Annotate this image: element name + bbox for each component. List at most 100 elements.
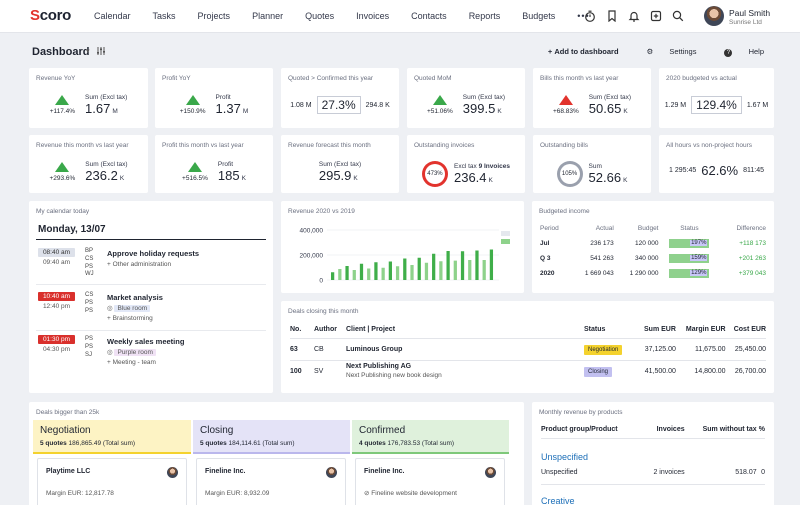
product-group[interactable]: Creative [541,496,575,505]
kpi-revenue-forecast[interactable]: Revenue forecast this month Sum (Excl ta… [281,135,399,193]
nav-planner[interactable]: Planner [252,11,284,21]
table-row[interactable]: Unspecified 2 invoices 518.07 0 [541,462,765,484]
bell-icon[interactable] [627,9,641,23]
up-arrow-red-icon [558,95,573,105]
bar[interactable] [410,265,414,280]
nav-tasks[interactable]: Tasks [152,11,176,21]
bar[interactable] [468,260,472,280]
bar[interactable] [381,267,385,280]
kpi-bills-month[interactable]: Bills this month vs last year +68.83% Su… [533,68,651,128]
nav-calendar[interactable]: Calendar [94,11,131,21]
deal-card[interactable]: Fineline Inc. ⊘ Fineline website develop… [355,458,505,505]
help-button[interactable]: ? Help [710,47,764,57]
add-to-dashboard-button[interactable]: + Add to dashboard [547,47,619,56]
filter-sliders-icon[interactable] [96,46,106,56]
table-row[interactable]: Jul 236 173 120 000 197% +118 173 [540,239,766,248]
bookmark-icon[interactable] [605,9,619,23]
table-row[interactable]: 100 SV Next Publishing AG Next Publishing… [290,363,766,380]
product-group[interactable]: Unspecified [541,452,589,462]
bar[interactable] [439,261,443,280]
bar[interactable] [417,257,421,280]
user-info[interactable]: Paul Smith Sunrise Ltd [729,8,770,26]
revenue-chart: 400,000 200,000 0 [300,228,510,285]
event-title[interactable]: Approve holiday requests [107,249,200,258]
kpi-profit-month[interactable]: Profit this month vs last year +516.5% P… [155,135,273,193]
pipeline-stage-closing[interactable]: Closing 5 quotes 184,114.61 (Total sum) [193,420,350,454]
chevron-down-icon[interactable]: ▾ [86,48,90,55]
bar[interactable] [432,253,436,280]
kpi-quoted-mom[interactable]: Quoted MoM +51.06% Sum (Excl tax) 399.5 K [407,68,525,128]
event-title[interactable]: Market analysis [107,293,163,302]
timer-icon[interactable] [583,9,597,23]
kpi-profit-yoy[interactable]: Profit YoY +150.9% Profit 1.37 M [155,68,273,128]
progress-ring: 473% [421,161,448,187]
deal-card[interactable]: Playtime LLC Margin EUR: 12,817.78 [37,458,187,505]
bar[interactable] [424,262,429,280]
pipeline-stage-confirmed[interactable]: Confirmed 4 quotes 176,783.53 (Total sum… [352,420,509,454]
table-row[interactable]: 2020 1 669 043 1 290 000 129% +379 043 [540,269,766,278]
revenue-chart-widget: Revenue 2020 vs 2019 400,000 200,000 0 [281,201,524,293]
nav-quotes[interactable]: Quotes [305,11,335,21]
bar[interactable] [367,268,371,281]
y-tick-label: 0 [319,278,323,285]
kpi-outstanding-invoices[interactable]: Outstanding invoices 473% Excl tax 9 Inv… [407,135,525,193]
user-name: Paul Smith [729,8,771,18]
bar[interactable] [403,258,407,281]
legend-swatch [501,231,510,236]
calendar-event[interactable]: 10:40 am 12:40 pm [38,291,75,311]
nav-reports[interactable]: Reports [468,11,501,21]
bar[interactable] [395,266,400,280]
bar[interactable] [359,263,364,280]
calendar-event[interactable]: 01:30 pm 04:30 pm [38,334,75,354]
bar[interactable] [374,262,378,280]
table-row[interactable]: Q 3 541 263 340 000 159% +201 263 [540,254,766,263]
kpi-hours[interactable]: All hours vs non-project hours 1 295:45 … [659,135,774,193]
kpi-budgeted-actual[interactable]: 2020 budgeted vs actual 1.29 M 129.4% 1.… [659,68,774,128]
event-title[interactable]: Weekly sales meeting [107,337,185,346]
nav-more[interactable]: ••• [577,11,590,21]
bar[interactable] [446,251,450,280]
main-menu: Calendar Tasks Projects Planner Quotes I… [94,11,612,21]
add-new-icon[interactable] [649,9,663,23]
calendar-date: Monday, 13/07 [38,224,106,235]
bar[interactable] [331,272,335,280]
nav-icons [583,9,693,23]
kpi-quoted-confirmed[interactable]: Quoted > Confirmed this year 1.08 M 27.3… [281,68,399,128]
bar[interactable] [352,270,356,280]
kpi-revenue-month[interactable]: Revenue this month vs last year +293.6% … [29,135,148,193]
bar[interactable] [460,251,465,280]
progress-ring: 105% [556,161,583,187]
user-company: Sunrise Ltd [729,19,762,26]
deal-card[interactable]: Fineline Inc. Margin EUR: 8,932.09 [196,458,346,505]
up-arrow-icon [55,162,70,172]
up-arrow-icon [185,95,200,105]
page-title[interactable]: Dashboard [32,46,90,58]
table-row[interactable]: 63 CB Luminous Group Negotiation 37,125.… [290,338,766,360]
bar[interactable] [453,260,457,280]
bar[interactable] [345,266,349,280]
budget-table: Period Actual Budget Status Difference J… [540,221,766,281]
nav-projects[interactable]: Projects [197,11,231,21]
help-icon: ? [724,49,733,57]
search-icon[interactable] [671,9,685,23]
toolbar-actions: + Add to dashboard ⚙ Settings ? Help [534,47,764,57]
kpi-outstanding-bills[interactable]: Outstanding bills 105% Sum 52.66 K [533,135,651,193]
nav-contacts[interactable]: Contacts [411,11,447,21]
calendar-event[interactable]: 08:40 am 09:40 am [38,247,75,267]
kpi-revenue-yoy[interactable]: Revenue YoY +117.4% Sum (Excl tax) 1.67 M [29,68,148,128]
nav-invoices[interactable]: Invoices [356,11,390,21]
bar[interactable] [489,249,494,281]
bar[interactable] [475,250,479,281]
scoro-logo[interactable]: Scoro [30,7,72,24]
monthly-revenue-table: Product group/Product Invoices Sum witho… [541,422,765,505]
bar[interactable] [388,261,392,281]
pipeline-stage-negotiation[interactable]: Negotiation 5 quotes 186,865.49 (Total s… [33,420,191,454]
user-avatar[interactable] [704,6,724,26]
bar[interactable] [338,269,342,280]
bar[interactable] [482,260,486,280]
gear-icon: ⚙ [646,47,654,56]
monthly-revenue-widget: Monthly revenue by products Product grou… [532,402,774,505]
top-navigation: Scoro Calendar Tasks Projects Planner Qu… [0,0,800,33]
nav-budgets[interactable]: Budgets [522,11,556,21]
settings-button[interactable]: ⚙ Settings [646,47,697,56]
